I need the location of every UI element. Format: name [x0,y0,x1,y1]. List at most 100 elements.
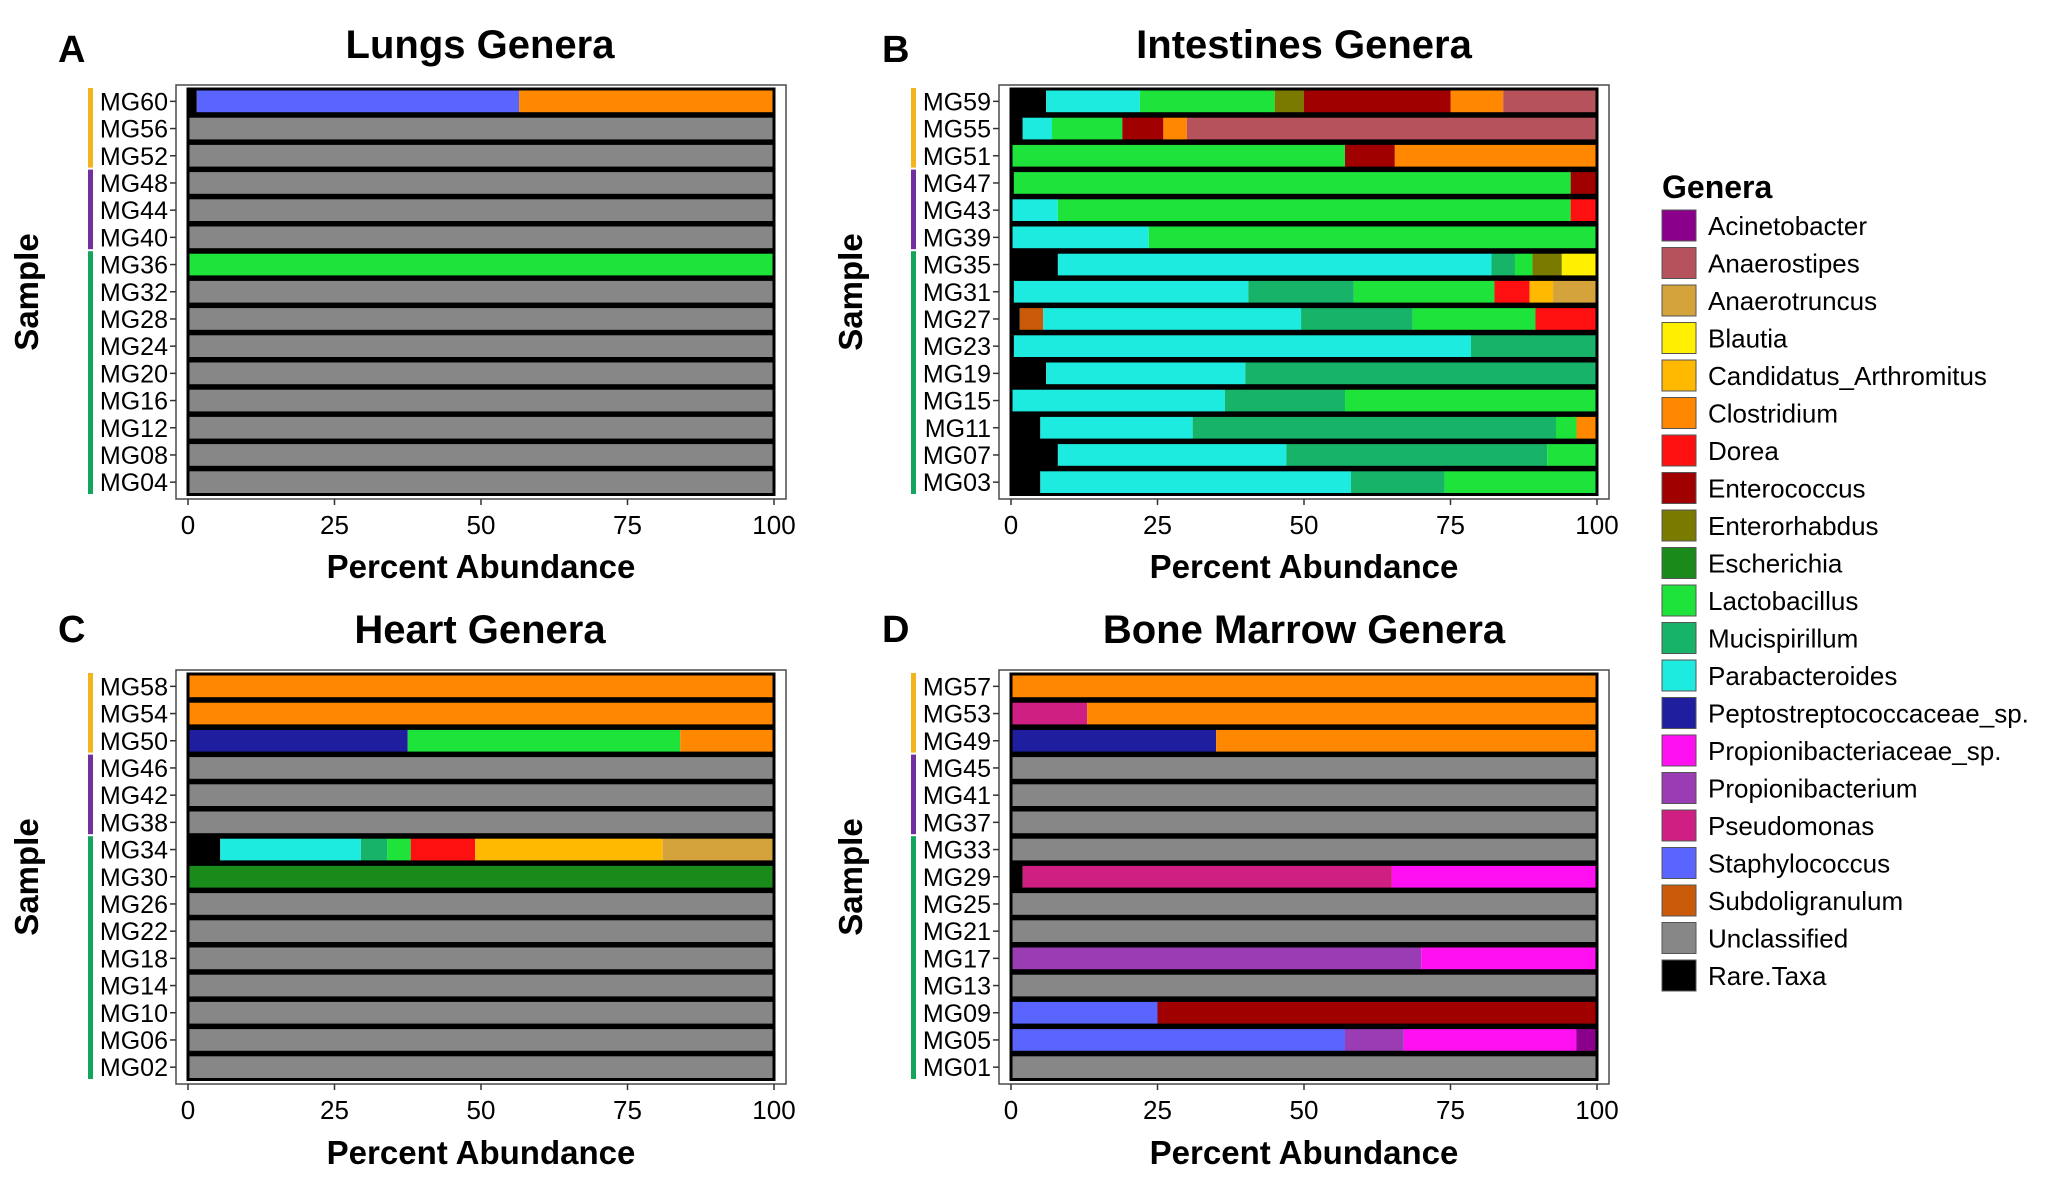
bar-segment-Rare.Taxa [1011,89,1047,114]
x-tick-label: 75 [613,510,642,540]
bar-segment-Mucispirillum [1286,442,1548,468]
bar-segment-Lactobacillus [407,728,681,754]
bar-segment-Unclassified [188,388,774,413]
legend-item-Mucispirillum: Mucispirillum [1661,622,1858,654]
bar-outline [186,305,776,333]
legend-swatch [1661,922,1697,954]
sample-bar-MG58 [186,672,776,701]
legend-label: Peptostreptococcaceae_sp. [1708,699,2029,729]
bar-segment-Dorea [410,837,476,862]
bar-segment-Mucispirillum [360,837,388,862]
sample-bar-MG40 [186,223,776,252]
sample-label: MG28 [100,306,168,334]
legend-swatch [1661,247,1697,279]
x-tick-label: 50 [1290,510,1319,540]
group-bar-2 [911,836,916,1079]
bar-outline [186,359,776,388]
bar-segment-Rare.Taxa [1011,864,1023,890]
sample-bar-MG17 [1009,944,1599,973]
x-axis-label: Percent Abundance [1150,1134,1459,1171]
bar-segment-Unclassified [188,225,774,250]
bar-segment-Clostridium [1576,415,1597,441]
bar-segment-Rare.Taxa [1011,469,1041,495]
legend-swatch [1661,547,1697,579]
sample-label: MG48 [100,170,168,198]
legend-label: Staphylococcus [1708,849,1890,879]
x-tick-label: 50 [1290,1095,1319,1125]
bar-outline [186,998,776,1027]
sample-bar-MG30 [186,862,776,891]
legend-label: Escherichia [1708,549,1843,579]
bar-outline [186,250,776,279]
legend-item-Anaerotruncus: Anaerotruncus [1661,284,1877,317]
legend-item-Propionibacterium: Propionibacterium [1661,772,1918,804]
sample-label: MG39 [923,224,991,252]
sample-label: MG58 [100,673,168,701]
bar-segment-Escherichia [188,864,774,890]
bar-segment-Unclassified [188,442,774,468]
sample-label: MG53 [923,701,991,729]
x-tick-label: 0 [181,510,195,540]
legend-label: Dorea [1708,436,1779,466]
bar-segment-Lactobacillus [1148,225,1597,250]
bar-segment-Pseudomonas [1011,701,1088,726]
bar-segment-Rare.Taxa [1011,252,1058,277]
legend-swatch [1661,959,1697,992]
sample-bar-MG49 [1009,726,1599,755]
legend-swatch [1661,772,1697,804]
bar-segment-Unclassified [1011,918,1597,944]
bar-segment-Propionibacterium [1011,946,1422,971]
sample-label: MG43 [923,197,991,225]
sample-bar-MG19 [1009,359,1599,388]
sample-bar-MG22 [186,917,776,945]
legend-label: Propionibacteriaceae_sp. [1708,736,2001,766]
legend-swatch [1661,697,1697,729]
sample-bar-MG13 [1009,971,1599,1000]
sample-bar-MG04 [186,468,776,496]
sample-bar-MG26 [186,890,776,918]
sample-bar-MG10 [186,998,776,1027]
sample-label: MG60 [100,88,168,116]
group-bar-0 [88,88,93,168]
bar-segment-Parabacteroides [1057,442,1287,468]
bar-outline [186,781,776,809]
legend-label: Subdoligranulum [1708,886,1903,916]
x-tick-label: 50 [467,510,496,540]
bar-segment-Clostridium [1163,116,1187,141]
bar-outline [1009,441,1599,469]
bar-outline [186,332,776,360]
sample-bar-MG55 [1009,114,1599,143]
legend-swatch [1661,284,1697,317]
bar-outline [186,468,776,496]
sample-label: MG22 [100,918,168,946]
sample-label: MG34 [100,837,168,865]
bar-segment-Clostridium [188,701,774,726]
bar-segment-Rare.Taxa [188,89,197,114]
bar-outline [1009,413,1599,442]
bar-segment-Unclassified [188,918,774,944]
bar-outline [186,413,776,442]
bar-segment-Unclassified [188,810,774,835]
sample-bar-MG50 [186,726,776,755]
sample-label: MG23 [923,333,991,361]
bar-outline [1009,359,1599,388]
bar-segment-Propionibacteriaceae_sp. [1391,864,1597,890]
legend-item-Unclassified: Unclassified [1661,922,1848,954]
legend-swatch [1661,397,1697,429]
bar-outline [1009,277,1599,306]
bar-outline [1009,386,1599,415]
bar-segment-Unclassified [188,116,774,141]
group-bar-1 [911,754,916,835]
bar-outline [1009,169,1599,197]
sample-bar-MG60 [186,87,776,116]
bar-segment-Dorea [1535,306,1597,332]
legend-swatch [1661,509,1697,542]
x-tick-label: 75 [613,1095,642,1125]
bar-segment-Mucispirillum [1248,279,1354,305]
x-tick-label: 0 [1004,1095,1018,1125]
sample-label: MG51 [923,143,991,171]
sample-label: MG08 [100,442,168,470]
sample-label: MG32 [100,279,168,307]
legend-item-Rare.Taxa: Rare.Taxa [1661,959,1827,992]
sample-label: MG52 [100,143,168,171]
